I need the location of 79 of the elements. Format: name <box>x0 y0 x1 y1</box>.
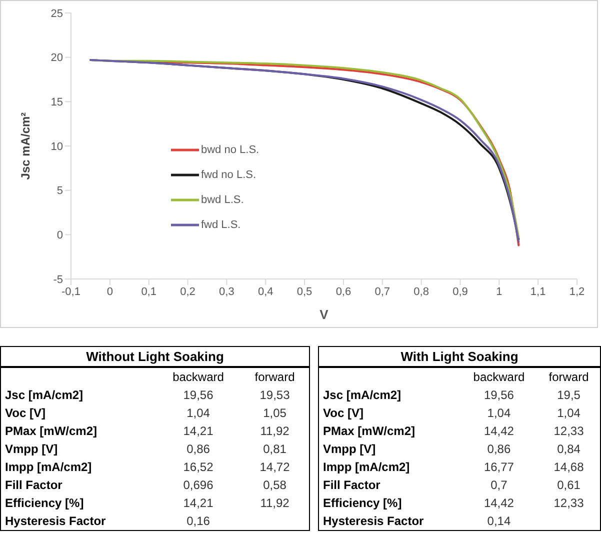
y-axis-title: Jsc mA/cm² <box>18 112 32 180</box>
x-tick-label: 0,9 <box>452 286 468 298</box>
x-tick-label: 0 <box>106 286 113 298</box>
category-label: Jsc [mA/cm2] <box>4 387 84 404</box>
category-label: Fill Factor <box>4 477 64 494</box>
x-tick-label: 0,5 <box>296 286 312 298</box>
category-label: Hysteresis Factor <box>4 513 107 530</box>
x-tick-label: 0,8 <box>414 286 429 298</box>
data-label: 1,04 <box>186 405 211 422</box>
category-label: Voc [V] <box>322 405 364 422</box>
x-axis-title: V <box>320 307 329 322</box>
y-tick-label: 0 <box>56 230 63 242</box>
data-label: 11,92 <box>259 423 290 440</box>
data-label: 19,5 <box>556 387 582 404</box>
data-label: 0,14 <box>486 513 512 530</box>
y-tick-label: 5 <box>56 185 63 198</box>
data-label: 0,86 <box>186 441 211 458</box>
text: forward <box>548 369 590 386</box>
category-label: Efficiency [%] <box>4 495 85 512</box>
x-tick-label: 0,2 <box>180 286 196 298</box>
data-label: 0,58 <box>262 477 288 494</box>
data-label: 0,696 <box>182 477 214 494</box>
category-label: Voc [V] <box>4 405 46 422</box>
text: With Light Soaking <box>319 347 600 368</box>
legend-label: bwd L.S. <box>201 194 244 206</box>
text: Without Light Soaking <box>1 347 309 368</box>
data-label: 14,21 <box>182 423 214 440</box>
y-tick-label: 25 <box>50 8 63 20</box>
category-label: PMax [mW/cm2] <box>322 423 416 440</box>
data-label: 19,56 <box>482 387 515 404</box>
category-label: Vmpp [V] <box>4 441 59 458</box>
data-label: 0,84 <box>556 441 582 458</box>
data-label: 12,33 <box>552 495 585 512</box>
data-label: 14,42 <box>482 495 515 512</box>
y-tick-label: 10 <box>50 140 63 153</box>
text: forward <box>254 369 296 386</box>
data-label: 0,81 <box>262 441 288 458</box>
data-label: 0,16 <box>186 513 211 530</box>
data-label: 1,05 <box>262 405 288 422</box>
data-label: 11,92 <box>259 495 290 512</box>
data-label: 16,77 <box>482 459 515 476</box>
data-label: 14,42 <box>482 423 515 440</box>
x-tick-label: 1,2 <box>569 286 585 298</box>
x-tick-label: 0,7 <box>374 286 390 298</box>
text: backward <box>472 369 526 386</box>
x-tick-label: 1 <box>496 286 502 298</box>
legend-label: fwd no L.S. <box>201 168 256 180</box>
category-label: Vmpp [V] <box>322 441 377 458</box>
data-label: 1,04 <box>556 405 582 422</box>
category-label: Jsc [mA/cm2] <box>322 387 402 404</box>
category-label: Impp [mA/cm2] <box>4 459 93 476</box>
data-label: 19,56 <box>182 387 214 404</box>
data-label: 14,68 <box>552 459 585 476</box>
data-label: 19,53 <box>258 387 291 404</box>
category-label: Hysteresis Factor <box>322 513 425 530</box>
data-label: 0,7 <box>490 477 508 494</box>
x-tick-label: 1,1 <box>530 286 546 298</box>
x-tick-label: 0,6 <box>336 286 352 298</box>
data-label: 0,61 <box>556 477 582 494</box>
legend-label: bwd no L.S. <box>201 144 260 156</box>
category-label: Efficiency [%] <box>322 495 403 512</box>
category-label: PMax [mW/cm2] <box>4 423 98 440</box>
category-label: Fill Factor <box>322 477 382 494</box>
data-label: 14,21 <box>182 495 214 512</box>
data-label: 16,52 <box>182 459 214 476</box>
y-tick-label: -5 <box>53 274 63 286</box>
x-tick-label: -0,1 <box>62 286 80 298</box>
data-label: 0,86 <box>486 441 512 458</box>
data-label: 14,72 <box>258 459 291 476</box>
legend-label: fwd L.S. <box>201 218 241 230</box>
data-label: 1,04 <box>486 405 512 422</box>
x-tick-label: 0,3 <box>219 286 234 298</box>
y-tick-label: 15 <box>50 96 63 109</box>
data-label: 12,33 <box>552 423 585 440</box>
x-tick-label: 0,4 <box>258 286 274 298</box>
x-tick-label: 0,1 <box>141 286 156 298</box>
category-label: Impp [mA/cm2] <box>322 459 411 476</box>
text: backward <box>172 369 225 386</box>
y-tick-label: 20 <box>50 52 63 64</box>
